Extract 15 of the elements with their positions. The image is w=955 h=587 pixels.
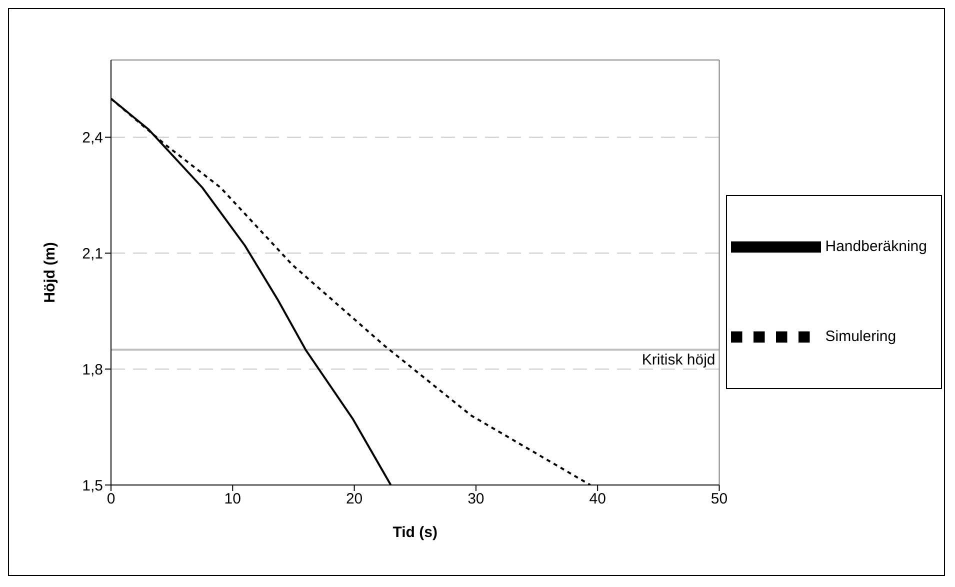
x-axis-title: Tid (s) <box>392 524 438 541</box>
x-tick-label: 0 <box>106 490 116 508</box>
x-tick-label: 50 <box>710 490 728 508</box>
y-tick-label: 1,5 <box>82 477 103 494</box>
y-axis-title: Höjd (m) <box>41 242 58 303</box>
x-tick-label: 10 <box>224 490 241 508</box>
x-tick-label: 30 <box>468 490 484 508</box>
y-tick-label: 2,1 <box>82 246 103 263</box>
ref-line-label: Kritisk höjd <box>642 351 716 368</box>
x-tick-label: 20 <box>346 490 363 508</box>
text: Handberäkning <box>825 238 927 255</box>
x-tick-label: 40 <box>589 490 606 508</box>
y-tick-label: 2,4 <box>82 130 103 147</box>
text: Simulering <box>825 328 896 345</box>
y-tick-label: 1,8 <box>82 361 103 378</box>
